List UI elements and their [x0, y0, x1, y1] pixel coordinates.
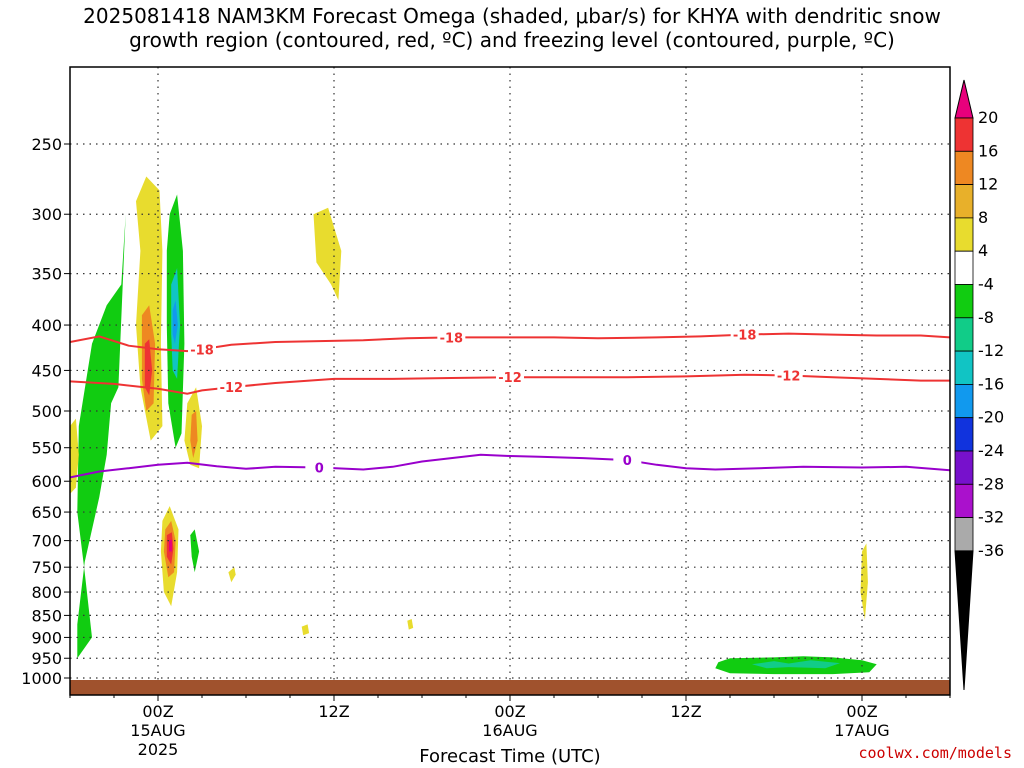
colorbar-swatch	[954, 417, 974, 452]
colorbar-label: 8	[978, 208, 988, 227]
contour-label-bg	[188, 341, 216, 356]
contour-label: -18	[733, 329, 757, 344]
colorbar: 20 16 12 8 4 -4 -8 -12 -16 -20 -24 -28 -32 -36	[954, 79, 1004, 691]
x-tick-label: 00Z	[142, 702, 173, 721]
x-tick-date: 15AUG	[130, 721, 185, 740]
colorbar-label: -20	[978, 408, 1004, 427]
contour-label: 0	[623, 454, 632, 469]
y-tick-label: 850	[31, 606, 62, 625]
y-tick-label: 500	[31, 402, 62, 421]
omega-shading	[70, 176, 877, 675]
colorbar-swatch	[954, 383, 974, 419]
y-tick-label: 800	[31, 583, 62, 602]
colorbar-label: 20	[978, 108, 998, 127]
colorbar-swatch	[954, 517, 974, 552]
terrain-fill	[70, 680, 950, 695]
colorbar-label: -12	[978, 341, 1004, 360]
y-tick-label: 750	[31, 558, 62, 577]
pressure-axis: 250 300 350 400 450 500 550 600 650 700 750 800 850 9…	[21, 135, 70, 688]
colorbar-label: -8	[978, 308, 994, 327]
grid-lines	[70, 67, 950, 695]
omega-region	[301, 624, 310, 636]
colorbar-label: -4	[978, 275, 994, 294]
y-tick-label: 450	[31, 361, 62, 380]
contour-label-bg	[730, 326, 759, 341]
colorbar-label: 16	[978, 141, 998, 160]
x-axis-label: Forecast Time (UTC)	[419, 746, 600, 767]
y-tick-label: 950	[31, 649, 62, 668]
colorbar-swatch	[954, 184, 974, 219]
colorbar-label: 4	[978, 241, 988, 260]
colorbar-swatch	[954, 350, 974, 385]
contour-label-bg	[496, 369, 524, 384]
credit-text: coolwx.com/models	[858, 744, 1012, 762]
colorbar-swatch	[954, 217, 974, 252]
colorbar-swatch	[954, 483, 974, 518]
x-tick-date: 17AUG	[834, 721, 889, 740]
colorbar-swatch	[954, 450, 974, 485]
colorbar-swatch	[954, 284, 974, 319]
y-tick-label: 400	[31, 316, 62, 335]
chart-title: 2025081418 NAM3KM Forecast Omega (shaded…	[0, 4, 1024, 52]
colorbar-bottom-arrow	[954, 550, 974, 691]
colorbar-label: -16	[978, 374, 1004, 393]
contour-label: -12	[220, 381, 244, 396]
omega-region	[228, 567, 236, 583]
omega-region	[144, 339, 153, 396]
colorbar-label: -24	[978, 441, 1004, 460]
colorbar-label: -36	[978, 541, 1004, 560]
contour-label: -12	[498, 371, 522, 386]
contour-label: -18	[190, 343, 214, 358]
contour-label-bg	[305, 459, 334, 474]
y-tick-label: 550	[31, 439, 62, 458]
contour-label: -12	[777, 370, 801, 385]
contour-label: -18	[440, 331, 464, 346]
x-tick-date: 16AUG	[482, 721, 537, 740]
contour-label-bg	[437, 329, 466, 344]
omega-region	[407, 619, 414, 630]
colorbar-label: 12	[978, 175, 998, 194]
colorbar-top-arrow	[954, 79, 974, 119]
contour-label-bg	[774, 367, 803, 382]
x-tick-label: 12Z	[670, 702, 701, 721]
y-tick-label: 250	[31, 135, 62, 154]
colorbar-label: -28	[978, 474, 1004, 493]
omega-region	[169, 539, 172, 552]
y-tick-label: 650	[31, 503, 62, 522]
colorbar-swatch	[954, 150, 974, 186]
x-tick-year: 2025	[138, 740, 179, 759]
contour-line	[70, 373, 950, 395]
title-line-2: growth region (contoured, red, ºC) and f…	[129, 28, 895, 52]
y-tick-label: 350	[31, 265, 62, 284]
x-tick-label: 00Z	[494, 702, 525, 721]
y-tick-label: 600	[31, 472, 62, 491]
colorbar-label: -32	[978, 508, 1004, 527]
x-tick-label: 00Z	[846, 702, 877, 721]
y-tick-label: 900	[31, 628, 62, 647]
colorbar-swatch	[954, 317, 974, 352]
contour-label-bg	[613, 452, 642, 467]
colorbar-swatch	[954, 117, 974, 152]
contour-lines: -18 -18 -18 -12 -12 -12 0 0	[70, 326, 950, 479]
y-tick-label: 300	[31, 205, 62, 224]
colorbar-swatch	[954, 250, 974, 285]
contour-line	[70, 453, 950, 479]
contour-label: 0	[315, 462, 324, 477]
contour-label-bg	[217, 379, 246, 394]
y-tick-label: 1000	[21, 669, 62, 688]
title-line-1: 2025081418 NAM3KM Forecast Omega (shaded…	[83, 4, 941, 28]
omega-region	[190, 529, 200, 573]
omega-region	[752, 660, 840, 669]
omega-region	[190, 411, 198, 459]
x-tick-label: 12Z	[318, 702, 349, 721]
y-tick-label: 700	[31, 532, 62, 551]
omega-region	[172, 300, 178, 344]
omega-region	[77, 214, 126, 659]
